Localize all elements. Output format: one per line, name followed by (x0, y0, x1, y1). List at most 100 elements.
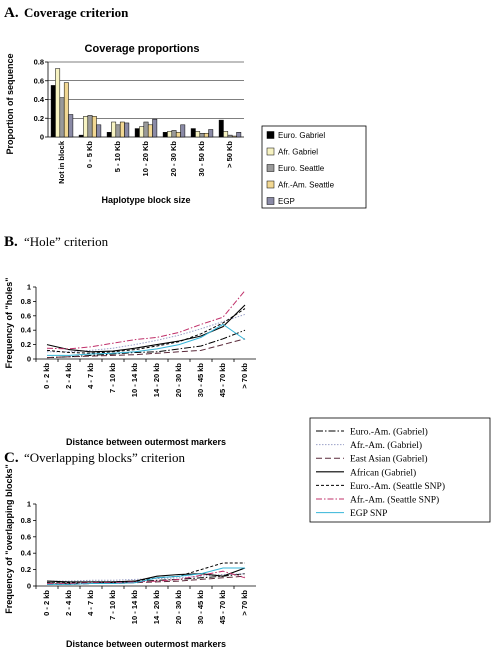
x-tick-label: 0 - 5 Kb (85, 141, 94, 169)
y-axis-title: Frequency of "holes" (4, 277, 14, 368)
bar (55, 68, 61, 138)
panel-c-letter: C. (4, 450, 19, 466)
x-tick-label: 7 - 10 kb (108, 363, 117, 393)
bar (227, 134, 233, 138)
x-axis-title: Distance between outermost markers (66, 437, 226, 447)
bar (199, 133, 205, 138)
panel-c-title: “Overlapping blocks” criterion (24, 450, 185, 465)
x-tick-label: 0 - 2 kb (42, 363, 51, 389)
y-tick-label: 0.6 (21, 532, 31, 541)
legend-label: EGP SNP (350, 509, 387, 519)
x-tick-label: 10 - 14 kb (130, 363, 139, 398)
x-tick-label: 14 - 20 kb (152, 590, 161, 625)
legend-swatch (266, 180, 275, 189)
y-tick-label: 0.2 (21, 565, 31, 574)
x-tick-label: 30 - 50 Kb (197, 141, 206, 177)
series-line (47, 562, 245, 584)
bar (124, 122, 130, 138)
x-tick-label: 7 - 10 kb (108, 590, 117, 620)
x-tick-label: > 70 kb (240, 363, 249, 389)
bar (143, 121, 149, 138)
legend-label: Afr. Gabriel (278, 148, 318, 157)
series-line (47, 575, 246, 585)
y-tick-label: 0.2 (21, 340, 31, 349)
legend-box (261, 125, 367, 209)
y-tick-label: 0.8 (34, 58, 44, 67)
bar (139, 126, 145, 138)
y-tick-label: 0 (40, 133, 44, 142)
y-tick-label: 0 (27, 582, 31, 591)
x-axis-title: Haplotype block size (101, 195, 190, 205)
y-tick-label: 0.4 (21, 326, 32, 335)
bar (152, 118, 158, 138)
overlapping-blocks-line-chart: Frequency of "overlapping blocks" Distan… (4, 464, 256, 649)
bar (167, 131, 173, 138)
coverage-bar-chart: Coverage proportions Proportion of seque… (5, 43, 244, 205)
y-tick-label: 0.4 (34, 95, 45, 104)
legend-label: Euro.-Am. (Seattle SNP) (350, 481, 445, 492)
legend-label: Afr.-Am. Seattle (278, 181, 335, 190)
series-line (47, 323, 246, 356)
y-tick-label: 1 (27, 283, 31, 292)
x-tick-label: 4 - 7 kb (86, 363, 95, 389)
bar (59, 97, 65, 138)
series-line (46, 338, 246, 359)
coverage-legend: Euro. Gabriel Afr. Gabriel Euro. Seattle Af… (261, 125, 367, 209)
bar (175, 132, 181, 138)
x-tick-label: 30 - 45 kb (196, 590, 205, 625)
y-axis-title: Frequency of "overlapping blocks" (4, 464, 14, 614)
bar (68, 114, 74, 138)
bar (106, 132, 112, 138)
bar (195, 131, 201, 138)
chart-title: Coverage proportions (85, 43, 200, 55)
legend-label: East Asian (Gabriel) (350, 454, 428, 465)
holes-line-chart: Frequency of "holes" Distance between ou… (4, 277, 256, 447)
series-line (46, 329, 246, 359)
bar (180, 124, 186, 138)
bar (162, 132, 168, 138)
panel-a-title: Coverage criterion (24, 5, 129, 20)
legend-swatch (266, 131, 275, 139)
series-line (46, 290, 246, 350)
y-tick-label: 0.8 (21, 297, 31, 306)
series-line (47, 570, 246, 584)
x-tick-label: 45 - 70 kb (218, 363, 227, 398)
legend-label: Euro.-Am. (Gabriel) (350, 427, 428, 438)
bar (208, 129, 214, 138)
x-tick-label: 0 - 2 kb (42, 590, 51, 616)
legend-label: Afr.-Am. (Gabriel) (350, 440, 422, 451)
y-tick-label: 1 (27, 500, 31, 509)
panel-b-letter: B. (4, 234, 18, 250)
legend-label: Afr.-Am. (Seattle SNP) (350, 495, 439, 506)
bar (50, 85, 56, 138)
line-legend: Euro.-Am. (Gabriel) Afr.-Am. (Gabriel) Eas… (309, 417, 491, 523)
panel-b-title: “Hole” criterion (24, 234, 109, 249)
legend-label: EGP (278, 197, 295, 206)
legend-swatch (266, 147, 275, 156)
y-tick-label: 0.2 (34, 114, 44, 123)
series-line (46, 567, 246, 583)
x-tick-label: 10 - 14 kb (130, 590, 139, 625)
bar (111, 121, 117, 138)
bar (78, 134, 84, 138)
y-tick-label: 0.8 (21, 516, 31, 525)
bar (223, 131, 229, 138)
y-tick-label: 0.4 (21, 549, 32, 558)
bar (96, 124, 102, 138)
x-tick-label: 45 - 70 kb (218, 590, 227, 625)
x-tick-label: 5 - 10 Kb (113, 141, 122, 173)
x-tick-label: 30 - 45 kb (196, 363, 205, 398)
x-tick-label: 20 - 30 kb (174, 590, 183, 625)
y-tick-label: 0.6 (21, 311, 31, 320)
legend-label: African (Gabriel) (350, 467, 416, 478)
legend-swatch (266, 197, 275, 205)
bar (147, 124, 153, 138)
x-tick-label: 2 - 4 kb (64, 363, 73, 389)
bar (63, 82, 69, 138)
y-axis-title: Proportion of sequence (5, 53, 15, 154)
bar (115, 124, 121, 138)
bar (87, 115, 93, 138)
panel-a-letter: A. (4, 5, 19, 21)
legend-label: Euro. Gabriel (278, 131, 325, 140)
